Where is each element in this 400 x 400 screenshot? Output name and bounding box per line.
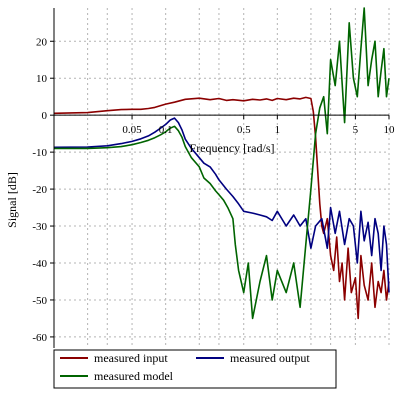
- y-tick-label: 10: [36, 73, 48, 85]
- y-tick-label: -30: [32, 221, 47, 233]
- x-tick-label: 0.5: [237, 124, 251, 136]
- y-tick-label: -20: [32, 184, 47, 196]
- legend-label: measured input: [94, 351, 168, 365]
- legend: measured input measured output measured mo…: [53, 349, 337, 389]
- y-tick-label: -50: [32, 295, 47, 307]
- axes: [50, 8, 390, 348]
- legend-label: measured model: [94, 369, 174, 383]
- legend-box: [53, 349, 337, 389]
- x-tick-label: 0.1: [159, 124, 173, 136]
- series-line-measured-model: [54, 7, 390, 320]
- y-axis-label: Signal [dB]: [5, 172, 19, 228]
- grid: [54, 8, 390, 348]
- x-tick-label: 1: [275, 124, 281, 136]
- legend-label: measured output: [230, 351, 310, 365]
- tick-labels: 20 10 0 -10 -20 -30 -40 -50 -60 0.05 0.1 0.5 1 5 10: [32, 36, 395, 344]
- x-axis-label: Frequency [rad/s]: [190, 141, 275, 155]
- y-tick-label: -40: [32, 258, 47, 270]
- y-tick-label: 20: [36, 36, 48, 48]
- x-tick-label: 5: [353, 124, 359, 136]
- series-line-measured-output: [53, 117, 390, 293]
- y-tick-label: -10: [32, 147, 47, 159]
- x-tick-label: 10: [384, 124, 396, 136]
- series-line-measured-input: [53, 96, 390, 320]
- x-tick-label: 0.05: [122, 124, 142, 136]
- plot-area: [53, 7, 390, 320]
- y-tick-label: -60: [32, 332, 47, 344]
- y-tick-label: 0: [42, 110, 48, 122]
